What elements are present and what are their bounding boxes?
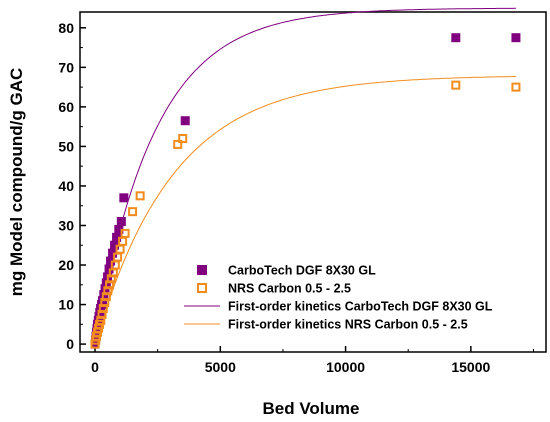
y-axis-title: mg Model compound/g GAC bbox=[7, 68, 26, 297]
fit-curves bbox=[94, 7, 516, 345]
data-point-nrs bbox=[100, 298, 110, 308]
data-point-nrs bbox=[96, 315, 106, 325]
fit-curve-line bbox=[94, 76, 516, 345]
data-point-nrs bbox=[128, 207, 138, 217]
y-tick-label: 0 bbox=[66, 336, 74, 352]
y-tick-label: 70 bbox=[58, 59, 74, 75]
data-point-nrs bbox=[98, 304, 108, 314]
x-axis-title: Bed Volume bbox=[263, 399, 360, 418]
data-point-nrs bbox=[120, 228, 130, 238]
legend-marker bbox=[197, 283, 207, 293]
legend-label: NRS Carbon 0.5 - 2.5 bbox=[228, 282, 351, 296]
data-point-carbotech bbox=[110, 240, 120, 250]
y-tick-label: 10 bbox=[58, 297, 74, 313]
x-tick-label: 5000 bbox=[205, 359, 236, 375]
data-point-carbotech bbox=[114, 224, 124, 234]
x-axis-ticks: 0 5000 10000 15000 bbox=[91, 346, 534, 375]
data-point-carbotech bbox=[451, 33, 461, 43]
data-point-carbotech bbox=[108, 248, 118, 258]
fit-curve-line bbox=[94, 7, 516, 345]
plot-frame bbox=[79, 11, 547, 353]
data-point-carbotech bbox=[106, 256, 116, 266]
data-point-nrs bbox=[97, 309, 107, 319]
data-point-carbotech bbox=[511, 33, 521, 43]
data-point-nrs bbox=[178, 134, 188, 144]
y-axis-ticks: 0 10 20 30 40 50 60 70 80 bbox=[58, 20, 86, 352]
y-tick-label: 30 bbox=[58, 217, 74, 233]
data-points bbox=[90, 33, 521, 349]
data-point-nrs bbox=[101, 292, 111, 302]
x-tick-label: 10000 bbox=[326, 359, 365, 375]
legend: CarboTech DGF 8X30 GL NRS Carbon 0.5 - 2.… bbox=[184, 264, 493, 332]
legend-marker bbox=[197, 265, 207, 275]
data-point-nrs bbox=[105, 280, 115, 290]
data-point-nrs bbox=[451, 80, 461, 90]
data-point-carbotech bbox=[180, 116, 190, 126]
y-tick-label: 40 bbox=[58, 178, 74, 194]
legend-label: First-order kinetics NRS Carbon 0.5 - 2.… bbox=[228, 318, 468, 332]
data-point-nrs bbox=[135, 191, 145, 201]
data-point-carbotech bbox=[112, 232, 122, 242]
legend-label: CarboTech DGF 8X30 GL bbox=[228, 264, 376, 278]
data-point-nrs bbox=[173, 139, 183, 149]
data-point-carbotech bbox=[116, 217, 126, 227]
x-tick-label: 0 bbox=[91, 359, 99, 375]
y-tick-label: 80 bbox=[58, 20, 74, 36]
data-point-nrs bbox=[106, 274, 116, 284]
x-tick-label: 15000 bbox=[451, 359, 490, 375]
data-point-carbotech bbox=[119, 193, 129, 203]
data-point-nrs bbox=[103, 286, 113, 296]
y-tick-label: 60 bbox=[58, 99, 74, 115]
y-tick-label: 20 bbox=[58, 257, 74, 273]
legend-label: First-order kinetics CarboTech DGF 8X30 … bbox=[228, 300, 493, 314]
data-point-nrs bbox=[511, 82, 521, 92]
y-tick-label: 50 bbox=[58, 138, 74, 154]
